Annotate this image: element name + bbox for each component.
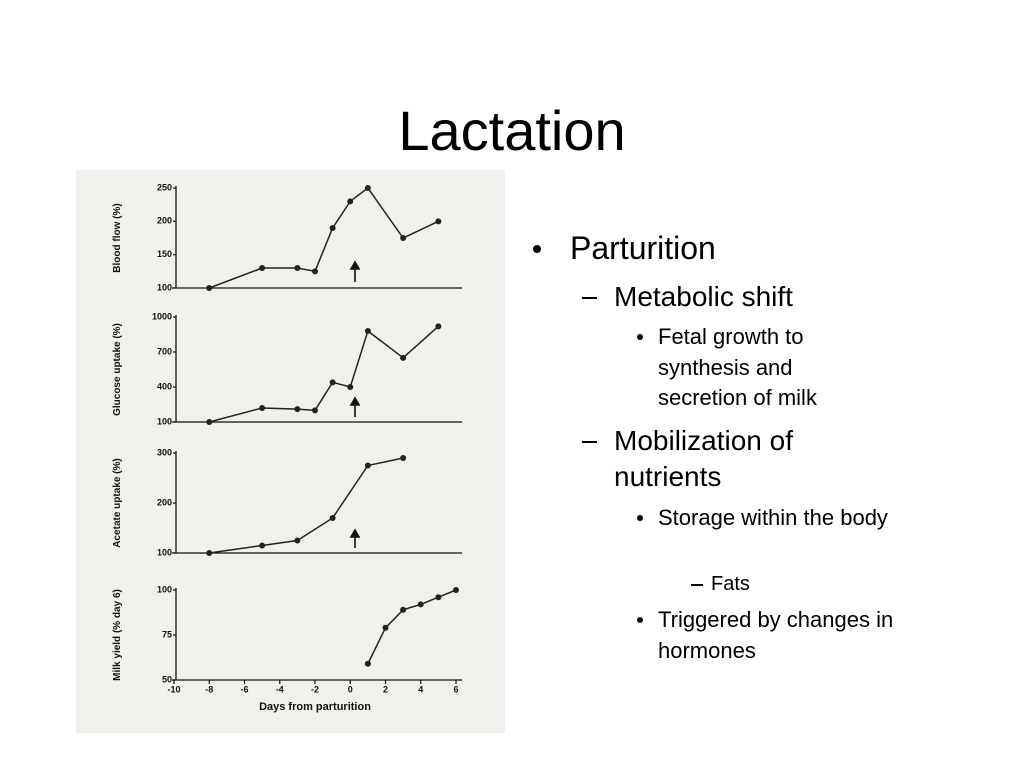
- bullet-text: Fetal growth to synthesis and secretion …: [658, 324, 817, 410]
- data-point: [435, 594, 442, 601]
- data-point: [294, 537, 301, 544]
- data-point: [400, 354, 407, 361]
- data-point: [382, 624, 389, 631]
- bullet: [582, 441, 597, 443]
- x-tick-label: 6: [453, 684, 458, 694]
- data-point: [435, 323, 442, 330]
- data-point: [294, 265, 301, 271]
- y-tick-label: 75: [162, 629, 172, 639]
- data-line: [367, 589, 457, 665]
- bullet-text: Mobilization of nutrients: [614, 425, 793, 492]
- data-point: [206, 419, 213, 425]
- y-tick-label: 100: [157, 547, 172, 557]
- parturition-arrows: [349, 260, 361, 548]
- data-point: [329, 379, 336, 386]
- x-axis-label: Days from parturition: [259, 701, 371, 713]
- data-point: [206, 550, 213, 556]
- y-axis-label: Blood flow (%): [112, 203, 123, 272]
- bullet: [582, 297, 597, 299]
- arrow-head: [349, 396, 361, 406]
- y-tick-label: 100: [157, 282, 172, 292]
- data-point: [312, 407, 318, 414]
- data-point: [259, 405, 266, 411]
- x-tick-label: 4: [418, 684, 423, 694]
- y-axis-label: Glucose uptake (%): [112, 323, 123, 416]
- y-tick-label: 1000: [152, 311, 172, 321]
- y-tick-label: 50: [162, 674, 172, 684]
- data-point: [417, 601, 424, 608]
- y-tick-label: 100: [157, 416, 172, 426]
- bullet-text: Triggered by changes in hormones: [658, 607, 894, 663]
- bullet: [637, 515, 643, 521]
- y-tick-label: 300: [157, 447, 172, 457]
- data-point: [259, 542, 266, 549]
- bullet: [637, 617, 643, 623]
- y-tick-label: 200: [157, 497, 172, 507]
- bullet: [637, 334, 643, 340]
- data-point: [400, 235, 407, 241]
- data-point: [364, 185, 371, 191]
- arrow-head: [349, 528, 361, 538]
- y-tick-label: 700: [157, 346, 172, 356]
- x-tick-label: -4: [276, 684, 284, 694]
- data-point: [347, 384, 354, 390]
- y-tick-label: 400: [157, 381, 172, 391]
- x-tick-label: -8: [205, 684, 213, 694]
- data-point: [347, 198, 354, 205]
- y-axis-label: Acetate uptake (%): [112, 458, 123, 547]
- x-tick-label: 2: [383, 684, 388, 694]
- bullet: [691, 584, 703, 586]
- data-point: [294, 406, 301, 413]
- data-line: [209, 457, 404, 554]
- y-tick-label: 100: [157, 584, 172, 594]
- data-point: [364, 462, 371, 469]
- data-point: [400, 606, 407, 613]
- x-tick-label: -10: [167, 684, 180, 694]
- data-point: [435, 218, 442, 225]
- x-tick-label: -2: [311, 684, 319, 694]
- bullet-text: Fats: [711, 573, 750, 595]
- bullet-text: Storage within the body: [658, 505, 888, 530]
- data-point: [329, 515, 336, 521]
- data-point: [364, 328, 371, 334]
- y-tick-label: 150: [157, 249, 172, 259]
- bullet-text: Metabolic shift: [614, 281, 793, 312]
- data-point: [364, 660, 371, 667]
- data-point: [400, 455, 407, 461]
- data-point: [312, 268, 318, 275]
- y-tick-label: 200: [157, 216, 172, 226]
- bullet: [533, 245, 541, 253]
- x-tick-label: 0: [348, 684, 353, 694]
- slide-title: Lactation: [398, 99, 626, 162]
- scan-background: [76, 170, 505, 733]
- bullet-text: Parturition: [570, 230, 716, 266]
- x-tick-label: -6: [240, 684, 248, 694]
- y-tick-label: 250: [157, 182, 172, 192]
- data-point: [329, 225, 336, 231]
- data-point: [206, 285, 213, 291]
- data-point: [259, 265, 266, 271]
- y-axis-label: Milk yield (% day 6): [112, 589, 123, 681]
- arrow-head: [349, 260, 361, 270]
- data-point: [453, 587, 459, 593]
